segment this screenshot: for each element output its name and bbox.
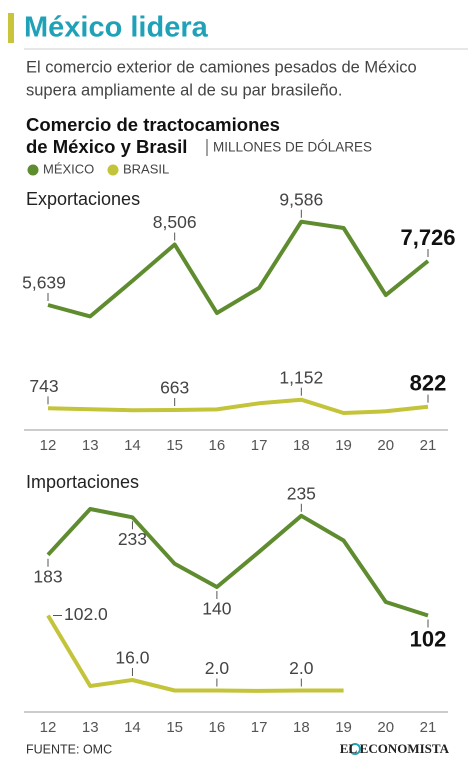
x-tick-label: 20 [377,719,394,736]
value-label: 663 [160,378,189,398]
x-tick-label: 16 [209,719,226,736]
brand-icon [349,743,361,755]
title: México lidera [24,12,209,44]
chart-title: de México y Brasil [26,136,187,157]
x-tick-label: 17 [251,437,268,454]
source: FUENTE: OMC [26,742,112,756]
section-title: Importaciones [26,472,139,492]
legend-label: MÉXICO [43,161,94,176]
value-label: 8,506 [153,212,197,232]
value-label: 7,726 [400,225,455,250]
subtitle: supera ampliamente al de su par brasileñ… [26,81,342,99]
x-tick-label: 14 [124,437,141,454]
value-label: 183 [33,566,62,586]
brand: EL ECONOMISTA [340,741,450,756]
series-line [46,614,344,693]
value-label: 16.0 [115,648,149,668]
x-tick-label: 13 [82,719,99,736]
value-label: 822 [410,370,447,395]
x-tick-label: 15 [166,719,183,736]
section-title: Exportaciones [26,189,140,209]
value-label: 102 [410,626,447,651]
x-tick-label: 21 [420,437,437,454]
value-label: 233 [118,529,147,549]
x-tick-label: 16 [209,437,226,454]
subtitle: El comercio exterior de camiones pesados… [26,58,417,76]
legend-swatch [107,164,119,176]
chart: Importaciones 12 13 14 15 16 17 18 19 20 21 183 233 1… [24,472,448,736]
value-label: 9,586 [279,189,323,209]
x-tick-label: 12 [40,719,57,736]
x-tick-label: 19 [335,437,352,454]
x-tick-label: 14 [124,719,141,736]
series-line [47,219,430,319]
plots: Exportaciones 12 13 14 15 16 17 18 19 20 21 5,639 8,… [22,189,455,736]
legend-label: BRASIL [123,161,169,176]
x-tick-label: 12 [40,437,57,454]
value-label: 5,639 [22,273,66,293]
value-label: 235 [287,483,316,503]
title-accent [8,13,14,43]
value-label: 2.0 [289,658,314,678]
value-label: 2.0 [205,658,230,678]
x-tick-label: 13 [82,437,99,454]
series-line [46,507,429,618]
value-label: 140 [202,599,231,619]
x-tick-label: 15 [166,437,183,454]
legend: MÉXICO BRASIL [27,161,169,176]
x-tick-label: 19 [335,719,352,736]
x-tick-label: 18 [293,719,310,736]
x-tick-label: 18 [293,437,310,454]
legend-swatch [27,164,39,176]
value-label: 102.0 [64,604,108,624]
chart-title: Comercio de tractocamiones [26,114,280,135]
series-line [47,397,429,415]
chart: Exportaciones 12 13 14 15 16 17 18 19 20 21 5,639 8,… [22,189,455,454]
value-label: 743 [29,376,58,396]
units: MILLONES DE DÓLARES [213,140,372,155]
value-label: 1,152 [279,367,323,387]
x-tick-label: 17 [251,719,268,736]
x-tick-label: 20 [377,437,394,454]
x-tick-label: 21 [420,719,437,736]
